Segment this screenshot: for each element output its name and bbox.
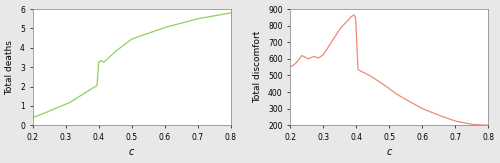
Y-axis label: Total deaths: Total deaths (6, 40, 15, 95)
Y-axis label: Total discomfort: Total discomfort (254, 31, 262, 103)
X-axis label: c: c (386, 148, 392, 157)
X-axis label: c: c (129, 148, 134, 157)
